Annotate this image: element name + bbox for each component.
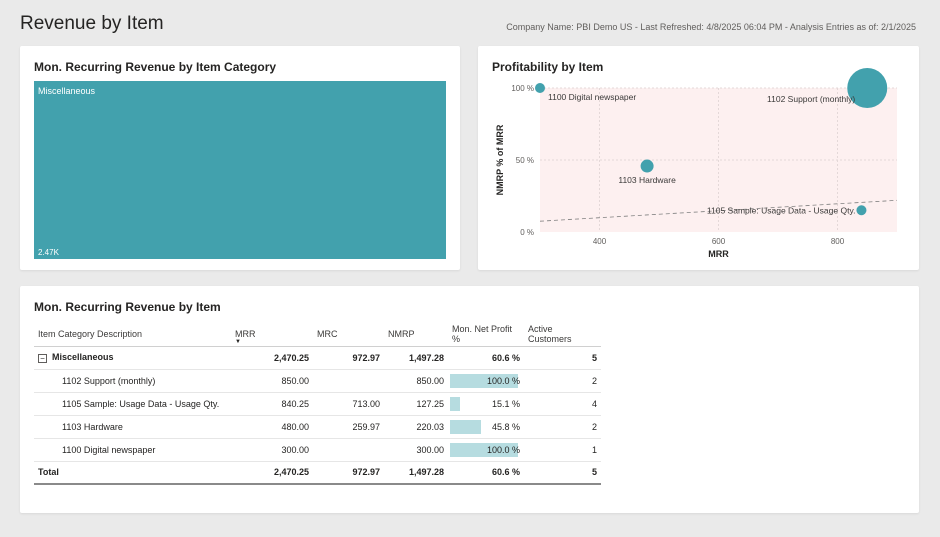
col-header-mrc[interactable]: MRC [313, 322, 384, 347]
trend-line [539, 199, 898, 222]
matrix-header-row: Item Category Description MRR ▼ MRC NMRP … [34, 322, 601, 347]
x-tick-label: 600 [712, 237, 726, 246]
row-mrc [313, 369, 384, 393]
row-label: 1102 Support (monthly) [34, 369, 231, 393]
row-mrr: 840.25 [231, 392, 313, 416]
treemap-tile-label: Miscellaneous [38, 86, 96, 96]
matrix-title: Mon. Recurring Revenue by Item [34, 300, 221, 314]
group-mrr: 2,470.25 [231, 346, 313, 370]
treemap-tile-miscellaneous[interactable]: Miscellaneous 2.47K [34, 81, 446, 259]
table-row[interactable]: 1100 Digital newspaper 300.00 300.00 100.0 … [34, 438, 601, 462]
total-mrr: 2,470.25 [231, 460, 313, 485]
row-mrc: 259.97 [313, 415, 384, 439]
treemap-title: Mon. Recurring Revenue by Item Category [34, 60, 277, 74]
y-tick-label: 0 % [520, 228, 534, 237]
scatter-point [856, 205, 867, 216]
x-axis-title: MRR [708, 249, 729, 259]
treemap-card[interactable]: Mon. Recurring Revenue by Item Category … [20, 46, 460, 270]
row-profit: 45.8 % [448, 415, 524, 439]
treemap-tile-value: 2.47K [38, 248, 59, 257]
row-mrr: 300.00 [231, 438, 313, 462]
row-profit: 100.0 % [448, 369, 524, 393]
row-mrr: 480.00 [231, 415, 313, 439]
row-profit-value: 100.0 % [486, 375, 520, 386]
y-tick-label: 50 % [516, 156, 534, 165]
matrix-card[interactable]: Mon. Recurring Revenue by Item Item Cate… [20, 286, 919, 513]
row-profit-value: 100.0 % [486, 444, 520, 455]
col-header-category[interactable]: Item Category Description [34, 322, 231, 347]
page-title: Revenue by Item [20, 13, 164, 34]
col-header-customers[interactable]: Active Customers [524, 322, 601, 347]
row-label: 1100 Digital newspaper [34, 438, 231, 462]
col-header-mrr-label: MRR [235, 328, 256, 339]
profit-data-bar [450, 396, 461, 411]
scatter-point [535, 83, 545, 93]
row-customers: 2 [524, 415, 601, 439]
row-customers: 2 [524, 369, 601, 393]
row-mrc [313, 438, 384, 462]
group-mrc: 972.97 [313, 346, 384, 370]
col-header-mrr[interactable]: MRR ▼ [231, 322, 313, 347]
row-label: 1103 Hardware [34, 415, 231, 439]
table-row[interactable]: 1103 Hardware 480.00 259.97 220.03 45.8 % 2 [34, 415, 601, 439]
col-header-nmrp[interactable]: NMRP [384, 322, 448, 347]
profit-data-bar [450, 373, 518, 388]
y-axis-title: NMRP % of MRR [495, 124, 505, 195]
point-label: 1100 Digital newspaper [548, 92, 636, 102]
x-tick-label: 400 [593, 237, 607, 246]
scatter-chart[interactable]: 400 600 800 0 % 50 % 100 % MRR NMRP % of MRR 110… [478, 46, 919, 270]
group-profit: 60.6 % [448, 346, 524, 370]
total-nmrp: 1,497.28 [384, 460, 448, 485]
row-label: 1105 Sample: Usage Data - Usage Qty. [34, 392, 231, 416]
point-label: 1103 Hardware [618, 175, 676, 185]
row-profit-value: 45.8 % [491, 421, 520, 432]
total-profit: 60.6 % [448, 460, 524, 485]
total-mrc: 972.97 [313, 460, 384, 485]
sort-desc-icon: ▼ [235, 338, 241, 345]
total-customers: 5 [524, 460, 601, 485]
row-customers: 1 [524, 438, 601, 462]
row-profit-value: 15.1 % [491, 398, 520, 409]
point-label: 1105 Sample: Usage Data - Usage Qty. [707, 205, 856, 215]
x-tick-label: 800 [831, 237, 845, 246]
total-label: Total [34, 460, 231, 485]
row-profit: 15.1 % [448, 392, 524, 416]
group-label: Miscellaneous [52, 352, 114, 362]
row-customers: 4 [524, 392, 601, 416]
col-header-profit[interactable]: Mon. Net Profit % [448, 322, 524, 347]
total-row: Total 2,470.25 972.97 1,497.28 60.6 % 5 [34, 460, 601, 485]
profit-data-bar [450, 442, 518, 457]
row-nmrp: 220.03 [384, 415, 448, 439]
row-nmrp: 850.00 [384, 369, 448, 393]
row-nmrp: 127.25 [384, 392, 448, 416]
revenue-matrix[interactable]: Item Category Description MRR ▼ MRC NMRP … [34, 322, 601, 485]
table-row[interactable]: 1102 Support (monthly) 850.00 850.00 100.0 … [34, 369, 601, 393]
row-profit: 100.0 % [448, 438, 524, 462]
scatter-card[interactable]: Profitability by Item 400 600 800 0 % 50 % 10… [478, 46, 919, 270]
y-tick-label: 100 % [511, 84, 534, 93]
group-nmrp: 1,497.28 [384, 346, 448, 370]
group-customers: 5 [524, 346, 601, 370]
profit-data-bar [450, 419, 482, 434]
row-mrr: 850.00 [231, 369, 313, 393]
refresh-info: Company Name: PBI Demo US - Last Refresh… [506, 22, 916, 32]
table-row[interactable]: 1105 Sample: Usage Data - Usage Qty. 840.… [34, 392, 601, 416]
scatter-title: Profitability by Item [492, 60, 604, 74]
scatter-point [847, 68, 888, 108]
row-mrc: 713.00 [313, 392, 384, 416]
point-label: 1102 Support (monthly) [767, 94, 855, 104]
collapse-icon[interactable]: − [38, 354, 47, 363]
scatter-point [640, 159, 654, 173]
row-nmrp: 300.00 [384, 438, 448, 462]
group-row[interactable]: − Miscellaneous 2,470.25 972.97 1,497.28 … [34, 346, 601, 370]
